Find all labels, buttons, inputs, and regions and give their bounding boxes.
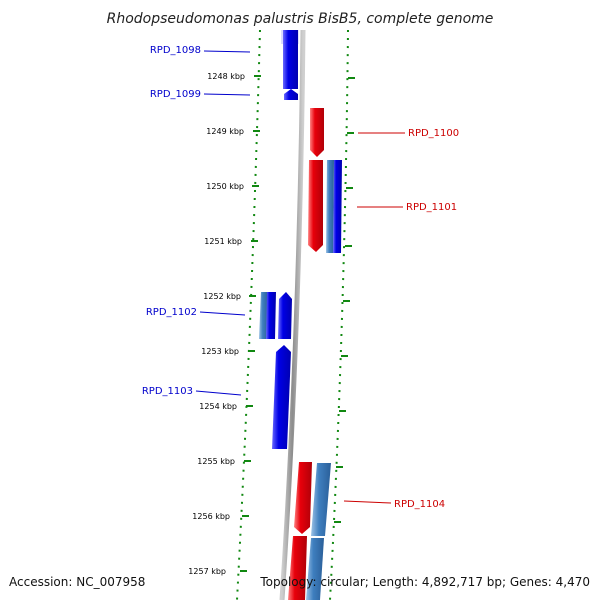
tick-label: 1253 kbp bbox=[201, 347, 239, 356]
gene-label-rpd-1104[interactable]: RPD_1104 bbox=[394, 499, 445, 510]
tick-label: 1252 kbp bbox=[203, 292, 241, 301]
gene-rpd-1104-steel[interactable] bbox=[311, 463, 331, 536]
gene-rpd-1102-a[interactable] bbox=[259, 292, 268, 339]
gene-rpd-1101-steel[interactable] bbox=[326, 160, 334, 253]
gene-rpd-1102-b[interactable] bbox=[266, 292, 276, 339]
gene-rpd-1098[interactable] bbox=[283, 30, 298, 89]
gene-rpd-1101-red[interactable] bbox=[308, 160, 323, 252]
genome-summary-text: Topology: circular; Length: 4,892,717 bp… bbox=[259, 575, 590, 589]
gene-blue-1101[interactable] bbox=[333, 160, 342, 253]
tick-label: 1255 kbp bbox=[197, 457, 235, 466]
kbp-tick-labels: 1248 kbp 1249 kbp 1250 kbp 1251 kbp 1252… bbox=[188, 72, 245, 576]
gene-rpd-1102-c[interactable] bbox=[278, 292, 292, 339]
right-dotted-ring bbox=[329, 29, 349, 601]
gene-red-lower[interactable] bbox=[288, 536, 307, 600]
tick-label: 1248 kbp bbox=[207, 72, 245, 81]
accession-text: Accession: NC_007958 bbox=[9, 575, 145, 589]
gene-label-rpd-1101[interactable]: RPD_1101 bbox=[406, 202, 457, 213]
tick-label: 1254 kbp bbox=[199, 402, 237, 411]
gene-label-rpd-1100[interactable]: RPD_1100 bbox=[408, 128, 459, 139]
gene-label-rpd-1102[interactable]: RPD_1102 bbox=[146, 307, 197, 318]
left-gene-labels: RPD_1098 RPD_1099 RPD_1102 RPD_1103 bbox=[142, 45, 251, 397]
tick-label: 1249 kbp bbox=[206, 127, 244, 136]
genome-backbone bbox=[279, 29, 306, 601]
gene-steel-lower[interactable] bbox=[306, 538, 324, 600]
gene-rpd-1100[interactable] bbox=[310, 108, 324, 157]
gene-rpd-1099[interactable] bbox=[284, 89, 298, 100]
tick-label: 1256 kbp bbox=[192, 512, 230, 521]
tick-label: 1257 kbp bbox=[188, 567, 226, 576]
tick-label: 1250 kbp bbox=[206, 182, 244, 191]
gene-label-rpd-1103[interactable]: RPD_1103 bbox=[142, 386, 193, 397]
tick-label: 1251 kbp bbox=[204, 237, 242, 246]
map-title: Rhodopseudomonas palustris BisB5, comple… bbox=[107, 11, 494, 27]
ring-tick-marks bbox=[240, 75, 355, 572]
gene-rpd-1104-red[interactable] bbox=[294, 462, 312, 534]
gene-rpd-1103[interactable] bbox=[272, 345, 291, 449]
gene-label-rpd-1099[interactable]: RPD_1099 bbox=[150, 89, 201, 100]
gene-label-rpd-1098[interactable]: RPD_1098 bbox=[150, 45, 201, 56]
left-dotted-ring bbox=[236, 29, 261, 601]
right-gene-labels: RPD_1100 RPD_1101 RPD_1104 bbox=[343, 128, 459, 510]
